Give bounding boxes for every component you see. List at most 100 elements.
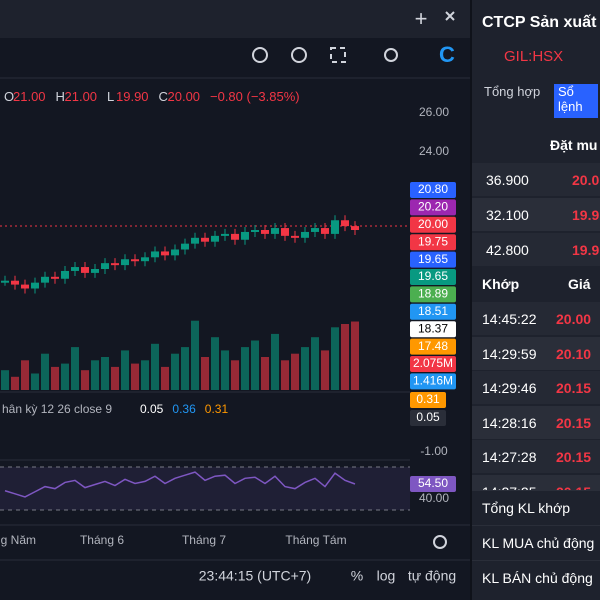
summary-label: Tổng KL khớp	[482, 500, 571, 516]
price-tag-bg	[410, 269, 456, 285]
order-volume: 42.800	[486, 242, 529, 258]
price-tag: 19.75	[418, 234, 448, 248]
indicator-text: hân kỳ 12 26 close 9	[2, 402, 113, 416]
ohlc-value: 19.90	[116, 89, 149, 104]
footer-auto: tự động	[408, 568, 456, 584]
volume-bar	[241, 347, 249, 390]
candle	[251, 230, 259, 232]
price-tag: 20.00	[418, 217, 448, 231]
ohlc-key: L	[107, 89, 115, 104]
macd-axis-label: -1.00	[420, 444, 448, 458]
trade-time: 14:27:28	[482, 449, 537, 465]
trade-row-bg	[472, 302, 600, 335]
macd-tag-bg	[410, 410, 446, 426]
volume-bar	[111, 366, 119, 390]
price-tag: 18.37	[418, 321, 448, 335]
volume-bar	[321, 350, 329, 390]
volume-bar	[21, 360, 29, 390]
volume-bar	[101, 357, 109, 390]
candle	[331, 220, 339, 234]
price-tag-bg	[410, 303, 456, 320]
candle	[131, 259, 139, 262]
volume-bar	[91, 360, 99, 390]
candle	[51, 276, 59, 279]
rsi-tag: 54.50	[418, 476, 448, 490]
volume-bar	[1, 370, 9, 390]
macd-tag: 0.05	[416, 410, 440, 424]
order-volume: 32.100	[486, 207, 529, 223]
price-tag: 2.075M	[413, 356, 453, 370]
candle	[21, 284, 29, 289]
trade-row-bg	[472, 371, 600, 404]
price-axis-label: 24.00	[419, 144, 449, 158]
volume-bar	[181, 347, 189, 390]
trade-price: 20.00	[556, 311, 592, 327]
volume-bar	[31, 373, 39, 390]
candle	[91, 269, 99, 273]
candle	[191, 237, 199, 244]
volume-bar	[201, 357, 209, 390]
price-tag-bg	[410, 338, 456, 355]
candle	[81, 267, 89, 273]
candle	[31, 282, 39, 289]
change: −0.80 (−3.85%)	[210, 89, 300, 104]
volume-bar	[301, 347, 309, 390]
summary-bg	[472, 490, 600, 524]
volume-bar	[351, 321, 359, 390]
x-axis-label: Tháng 7	[182, 533, 226, 547]
trade-header: Khớp	[482, 276, 520, 292]
candle	[101, 263, 109, 269]
ticker: GIL:HSX	[504, 48, 564, 65]
price-tag: 1.416M	[413, 374, 453, 388]
candle	[61, 270, 69, 279]
price-tag-bg	[410, 251, 456, 268]
ohlc-value: 21.00	[64, 89, 98, 104]
volume-bar	[231, 360, 239, 390]
trade-time: 14:28:16	[482, 414, 537, 431]
footer-time: 23:44:15 (UTC+7)	[199, 568, 311, 584]
candle	[121, 259, 129, 266]
candle	[261, 230, 269, 234]
trade-price: 20.15	[556, 414, 592, 431]
candle	[241, 231, 249, 240]
candle	[231, 233, 239, 240]
price-tag: 17.48	[418, 339, 448, 353]
ohlc-key: H	[55, 89, 65, 104]
volume-bar	[71, 347, 79, 390]
company-name: CTCP Sản xuất	[482, 14, 597, 31]
price-tag: 20.20	[418, 200, 448, 214]
price-tag-bg	[410, 373, 456, 390]
indicator-text: 0.31	[204, 402, 229, 416]
volume-bar	[171, 353, 179, 390]
order-row-bg	[472, 233, 600, 266]
candle	[311, 228, 319, 232]
x-axis-label: Tháng Tám	[285, 533, 346, 547]
volume-bar	[161, 366, 169, 390]
volume-bar	[251, 340, 259, 390]
candle	[201, 237, 209, 242]
price-axis-label: 26.00	[419, 105, 449, 119]
x-axis-label: ng Năm	[0, 533, 36, 547]
info-panel: CTCP Sản xuất GIL:HSX Tổng hợp Sổ lệnh Đặt m…	[472, 0, 600, 600]
trade-row-bg	[472, 336, 600, 370]
macd-tag: 0.31	[416, 392, 440, 406]
volume-bar	[311, 337, 319, 390]
volume-bar	[331, 327, 339, 390]
chart: + C 26.00 24.00 20.80 20.20 20.00 19.75 19.65 1…	[0, 0, 470, 584]
indicator-text: 0.05	[140, 402, 164, 416]
trade-price: 20.15	[556, 449, 592, 465]
volume-bar	[271, 333, 279, 390]
trade-row-bg	[472, 440, 600, 473]
price-tag-bg	[410, 216, 456, 233]
candle	[351, 226, 359, 230]
candle	[111, 263, 119, 266]
price-tag-bg	[410, 199, 456, 216]
tab: Tổng hợp	[484, 84, 541, 99]
svg-text:+: +	[415, 6, 428, 31]
candle	[281, 228, 289, 236]
candle	[1, 280, 9, 283]
trade-time: 14:29:59	[482, 345, 537, 362]
order-row-bg	[472, 163, 600, 196]
rsi-tag-bg	[410, 476, 456, 492]
